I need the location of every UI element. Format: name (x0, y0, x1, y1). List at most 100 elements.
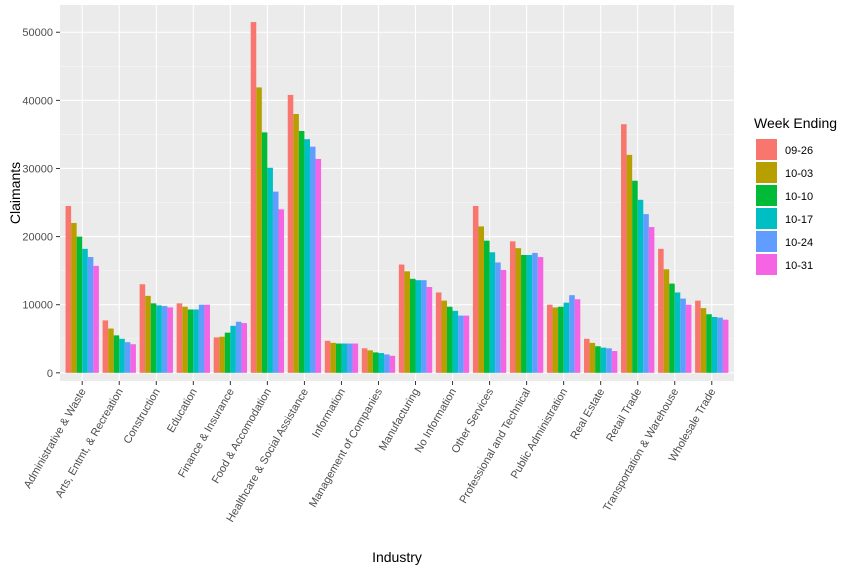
bar (521, 254, 527, 373)
bar (167, 307, 173, 373)
legend-label: 10-24 (785, 237, 813, 249)
legend-key (756, 139, 777, 160)
bar (250, 22, 257, 373)
bar (463, 315, 470, 373)
bar (161, 306, 168, 373)
legend-label: 10-10 (785, 191, 813, 203)
bar (182, 306, 188, 373)
bar (621, 124, 627, 373)
bar (595, 346, 601, 373)
legend-title: Week Ending (754, 115, 837, 131)
bar (315, 158, 322, 373)
bar (113, 335, 120, 373)
bar (193, 309, 199, 373)
bar (674, 292, 681, 373)
legend-label: 10-03 (785, 168, 813, 180)
bar (256, 87, 262, 373)
bar (108, 328, 114, 373)
bar (241, 323, 248, 373)
bar (298, 131, 305, 373)
y-axis: 0 10000 20000 30000 40000 50000 (22, 27, 60, 380)
bar (441, 300, 447, 373)
bar (145, 295, 151, 373)
bar (150, 303, 157, 373)
bar (637, 199, 644, 373)
bar (409, 278, 416, 373)
bars (65, 22, 729, 373)
bar (398, 264, 405, 373)
legend-key (756, 254, 777, 275)
bar (706, 314, 712, 373)
x-tick-label: Professional and Technical (457, 387, 533, 506)
bar (446, 306, 453, 373)
bar (415, 280, 422, 373)
bar (435, 292, 442, 373)
legend: Week Ending 09-26 10-03 10-10 10-17 10-24 10-… (754, 115, 837, 275)
bar (187, 309, 194, 373)
bar (569, 295, 575, 373)
bar (695, 300, 701, 373)
bar (472, 205, 479, 373)
y-tick-label: 30000 (22, 163, 53, 175)
bar (224, 332, 231, 373)
x-tick-label: Retail Trade (604, 387, 644, 444)
bar (546, 304, 553, 373)
bar (404, 271, 410, 373)
bar (526, 254, 533, 373)
bar (680, 298, 686, 373)
legend-key (756, 231, 777, 252)
legend-key (756, 162, 777, 183)
bar (293, 113, 299, 373)
bar (261, 132, 268, 373)
bar (500, 269, 507, 373)
bar (309, 146, 316, 373)
bar (700, 308, 707, 373)
bar (669, 283, 675, 373)
bar (537, 257, 544, 373)
bar (589, 342, 596, 373)
bar (552, 307, 559, 373)
bar (330, 342, 336, 373)
bar (372, 352, 379, 373)
bar (532, 252, 538, 373)
bar (119, 338, 125, 373)
y-tick-label: 50000 (22, 27, 53, 39)
bar (643, 214, 649, 373)
bar (156, 305, 162, 373)
y-axis-title: Claimants (7, 162, 23, 224)
y-tick-label: 0 (47, 368, 53, 380)
bar (93, 265, 99, 373)
bar (515, 248, 522, 373)
bar (509, 241, 516, 373)
x-tick-label: Information (310, 387, 348, 441)
bar (213, 337, 220, 373)
bar (600, 347, 607, 373)
bar (130, 344, 136, 373)
bar (102, 320, 109, 373)
bar (606, 348, 612, 373)
bar (367, 350, 373, 373)
x-tick-label: Construction (122, 387, 163, 446)
x-tick-label: Arts, Entmt, & Recreation (53, 387, 125, 500)
x-tick-label: Administrative & Waste (22, 387, 89, 491)
bar (378, 353, 385, 373)
bar (711, 316, 718, 373)
bar (574, 299, 581, 373)
y-tick-label: 20000 (22, 232, 53, 244)
bar (558, 306, 564, 373)
bar (272, 191, 279, 373)
bar (82, 248, 88, 373)
bar (426, 287, 433, 373)
bar (658, 248, 664, 373)
bar (648, 227, 655, 373)
bar (87, 257, 94, 373)
bar (663, 269, 670, 373)
bar (685, 304, 692, 373)
bar (139, 284, 146, 373)
bar (304, 139, 310, 373)
legend-key (756, 208, 777, 229)
bar (352, 343, 359, 373)
bar (495, 262, 501, 373)
